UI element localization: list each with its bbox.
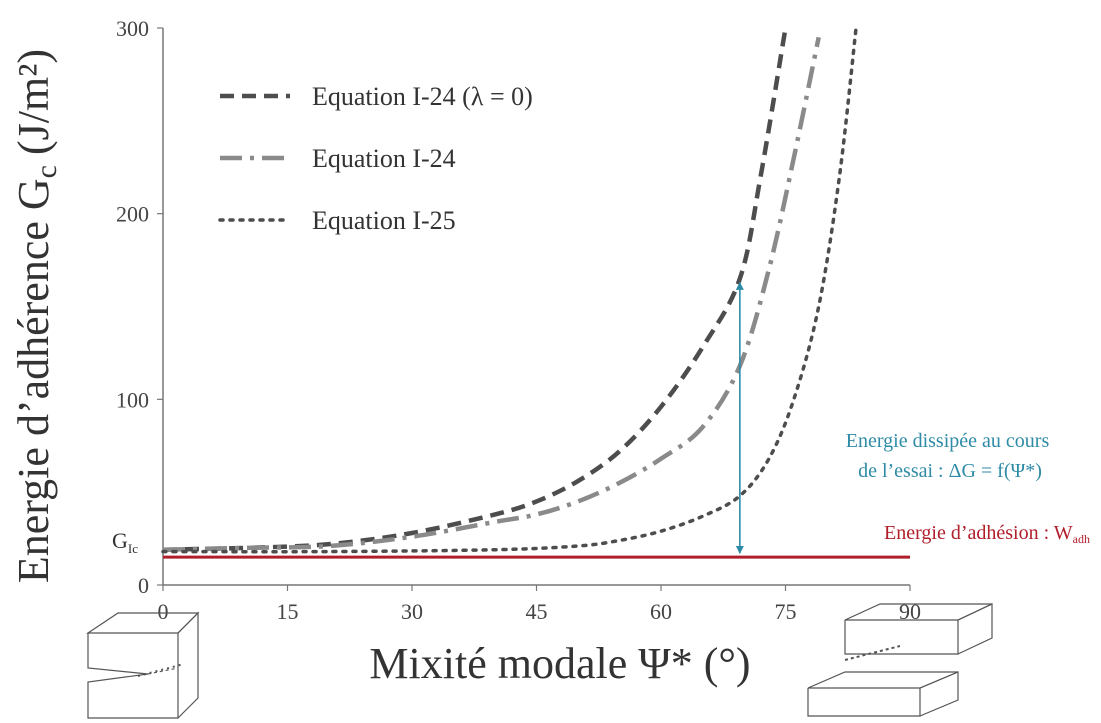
dissipated-energy-line1: Energie dissipée au cours [846, 430, 1050, 452]
y-tick-label: 0 [138, 573, 149, 598]
dissipated-energy-label: Energie dissipée au cours de l’essai : Δ… [846, 430, 1054, 482]
series-line-2 [162, 36, 821, 552]
legend-label-3: Equation I-25 [312, 206, 456, 235]
x-tick-label: 60 [650, 599, 672, 624]
y-ticks: 0 100 200 300 [116, 16, 163, 598]
y-axis-title-unit: (J/m²) [9, 49, 58, 155]
x-tick-label: 90 [899, 599, 921, 624]
y-axis-title: Energie d’adhérence Gc (J/m²) [9, 49, 63, 583]
x-tick-label: 30 [401, 599, 423, 624]
dissipated-energy-line2: de l’essai : ΔG = f(Ψ*) [858, 460, 1042, 482]
series-line-1 [162, 27, 788, 552]
y-axis-title-main: Energie d’adhérence G [9, 178, 58, 583]
wadh-label-main: Energie d’adhésion : W [884, 522, 1073, 544]
gic-label: GIc [112, 528, 138, 556]
gic-label-main: G [112, 528, 128, 553]
x-axis-title: Mixité modale Ψ* (°) [369, 639, 750, 688]
y-axis-title-subscript: c [30, 165, 63, 178]
legend: Equation I-24 (λ = 0) Equation I-24 Equati… [218, 82, 533, 235]
x-tick-label: 45 [526, 599, 548, 624]
legend-label-2: Equation I-24 [312, 144, 456, 173]
y-tick-label: 200 [116, 202, 149, 227]
gic-label-subscript: Ic [128, 541, 138, 556]
series-group [161, 26, 858, 554]
series-line-3 [161, 26, 858, 554]
wadh-label-subscript: adh [1073, 532, 1090, 546]
x-tick-label: 75 [775, 599, 797, 624]
x-tick-label: 15 [277, 599, 299, 624]
x-tick-label: 0 [158, 599, 169, 624]
mode-i-specimen-sketch [86, 611, 200, 719]
y-tick-label: 100 [116, 387, 149, 412]
wadh-label: Energie d’adhésion : Wadh [884, 522, 1090, 546]
y-tick-label: 300 [116, 16, 149, 41]
legend-label-1: Equation I-24 (λ = 0) [312, 82, 533, 111]
x-ticks: 0 15 30 45 60 75 90 [158, 585, 921, 624]
mode-ii-specimen-sketch [807, 603, 993, 717]
